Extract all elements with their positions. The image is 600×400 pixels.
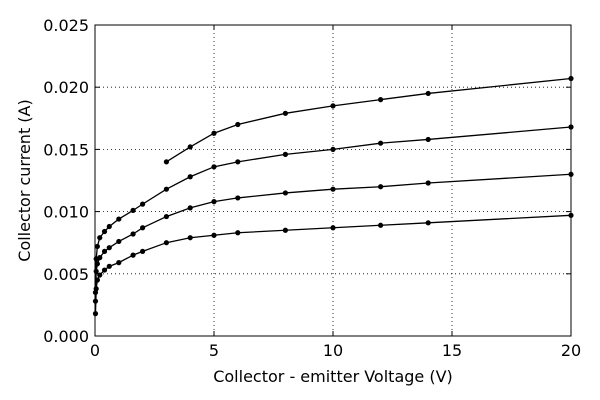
- data-point: [116, 238, 122, 245]
- ticks: 0 5 10 15 20 0.000 0.005 0.010 0.015 0.020 0.025: [43, 16, 581, 360]
- y-tick-label: 0.000: [43, 327, 89, 346]
- data-point: [106, 245, 112, 251]
- y-tick-label: 0.005: [43, 265, 89, 284]
- x-axis-title: Collector - emitter Voltage (V): [213, 367, 453, 386]
- data-point: [187, 144, 193, 150]
- data-point: [97, 235, 103, 241]
- data-point: [425, 136, 431, 143]
- data-point: [378, 140, 384, 146]
- data-point: [211, 130, 217, 136]
- data-point: [130, 252, 136, 258]
- data-point: [330, 103, 336, 109]
- data-point: [140, 248, 146, 255]
- data-point: [330, 186, 336, 192]
- series-4: [163, 75, 574, 165]
- data-point: [101, 248, 108, 255]
- data-point: [378, 97, 384, 103]
- data-point: [94, 243, 100, 250]
- data-point: [140, 225, 146, 231]
- data-point: [282, 227, 288, 233]
- data-point: [187, 205, 193, 211]
- y-tick-label: 0.015: [43, 140, 89, 159]
- y-tick-label: 0.025: [43, 16, 89, 35]
- data-point: [235, 230, 241, 236]
- data-point: [211, 199, 217, 205]
- data-point: [116, 216, 122, 222]
- data-point: [378, 184, 384, 190]
- data-point: [101, 228, 108, 235]
- x-tick-label: 5: [209, 341, 219, 360]
- data-point: [425, 220, 431, 226]
- data-point: [101, 267, 108, 273]
- y-tick-label: 0.020: [43, 78, 89, 97]
- data-point: [282, 190, 288, 196]
- data-point: [378, 222, 384, 228]
- x-tick-label: 0: [90, 341, 100, 360]
- data-point: [425, 90, 431, 97]
- data-point: [106, 223, 112, 230]
- data-point: [282, 151, 288, 157]
- data-point: [187, 235, 193, 241]
- data-point: [106, 263, 112, 269]
- y-axis-title: Collector current (A): [15, 99, 34, 261]
- series-3: [92, 124, 574, 296]
- data-point: [130, 231, 136, 237]
- series-1: [92, 212, 574, 317]
- data-point: [330, 146, 336, 152]
- data-point: [116, 260, 122, 266]
- plot-frame: [94, 24, 572, 337]
- data-point: [425, 180, 431, 186]
- data-point: [93, 256, 99, 262]
- data-point: [235, 195, 241, 201]
- data-point: [187, 174, 193, 180]
- data-point: [330, 225, 336, 231]
- data-point: [211, 232, 217, 238]
- data-point: [140, 201, 146, 207]
- data-point: [163, 240, 169, 246]
- data-point: [282, 110, 288, 116]
- y-tick-label: 0.010: [43, 203, 89, 222]
- data-point: [235, 159, 241, 165]
- x-tick-label: 20: [561, 341, 581, 360]
- data-point: [211, 164, 217, 170]
- data-point: [130, 207, 136, 213]
- x-tick-label: 10: [323, 341, 343, 360]
- series-layer: [92, 75, 574, 317]
- data-point: [163, 159, 169, 165]
- grid: [94, 24, 572, 337]
- data-point: [163, 213, 169, 220]
- data-point: [163, 186, 169, 192]
- data-point: [235, 121, 241, 128]
- x-tick-label: 15: [442, 341, 462, 360]
